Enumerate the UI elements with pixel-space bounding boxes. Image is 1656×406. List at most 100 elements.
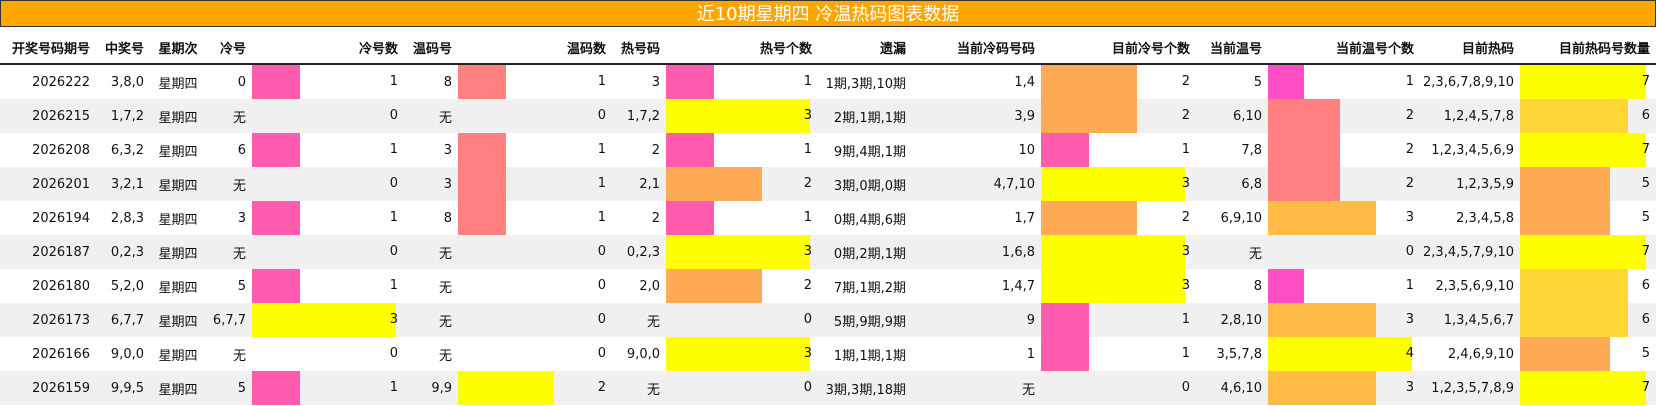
cell-miss: 2期,1期,1期 xyxy=(818,99,912,133)
bar-value: 0 xyxy=(597,244,606,259)
header-col-cur-cold: 当前冷码号码 xyxy=(912,32,1041,65)
cell-cur-hot: 1,2,3,4,5,6,9 xyxy=(1420,133,1520,167)
cell-hot-count-bar: 0 xyxy=(666,371,818,405)
header-col-cold-count: 冷号数 xyxy=(252,32,404,65)
bar-value: 0 xyxy=(389,108,398,123)
cell-cur-hot: 2,3,4,5,7,9,10 xyxy=(1420,235,1520,269)
cell-warm-count-bar: 1 xyxy=(458,133,612,167)
bar-value: 1 xyxy=(803,142,812,157)
cell-weekday: 星期四 xyxy=(150,269,206,303)
bar-value: 0 xyxy=(803,380,812,395)
cell-weekday: 星期四 xyxy=(150,201,206,235)
cell-miss: 3期,3期,18期 xyxy=(818,371,912,405)
cell-hot: 9,0,0 xyxy=(612,337,666,371)
cell-cur-cold: 3,9 xyxy=(912,99,1041,133)
cell-weekday: 星期四 xyxy=(150,99,206,133)
bar-value: 1 xyxy=(803,210,812,225)
cell-hot-count-bar: 1 xyxy=(666,201,818,235)
cell-number: 5,2,0 xyxy=(96,269,150,303)
cell-number: 1,7,2 xyxy=(96,99,150,133)
bar-fill xyxy=(666,99,810,133)
bar-value: 2 xyxy=(1405,108,1414,123)
cell-number: 6,7,7 xyxy=(96,303,150,337)
cell-cur-warm-count-bar: 3 xyxy=(1268,201,1420,235)
bar-value: 0 xyxy=(597,108,606,123)
bar-value: 3 xyxy=(803,108,812,123)
cell-cur-hot-count-bar: 7 xyxy=(1520,235,1656,269)
cell-miss: 1期,1期,1期 xyxy=(818,337,912,371)
cell-warm: 3 xyxy=(404,167,458,201)
cell-cur-warm-count-bar: 0 xyxy=(1268,235,1420,269)
bar-value: 1 xyxy=(1181,346,1190,361)
cell-period: 2026194 xyxy=(0,201,96,235)
header-col-number: 中奖号 xyxy=(96,32,150,65)
header-col-hot-count: 热号个数 xyxy=(666,32,818,65)
cell-cur-warm: 8 xyxy=(1196,269,1268,303)
bar-fill xyxy=(252,133,300,167)
header-col-cur-cold-count: 目前冷号个数 xyxy=(1041,32,1196,65)
cell-miss: 7期,1期,2期 xyxy=(818,269,912,303)
cell-hot-count-bar: 3 xyxy=(666,235,818,269)
cell-warm: 无 xyxy=(404,235,458,269)
bar-value: 7 xyxy=(1641,142,1650,157)
cell-cur-warm: 5 xyxy=(1196,64,1268,99)
header-col-warm-count: 温码数 xyxy=(458,32,612,65)
cell-warm-count-bar: 0 xyxy=(458,303,612,337)
cell-cur-warm: 3,5,7,8 xyxy=(1196,337,1268,371)
bar-value: 2 xyxy=(597,380,606,395)
bar-fill xyxy=(1041,337,1089,371)
bar-value: 2 xyxy=(1181,108,1190,123)
cell-cur-cold-count-bar: 1 xyxy=(1041,303,1196,337)
cell-cur-warm: 6,10 xyxy=(1196,99,1268,133)
cell-cold-count-bar: 0 xyxy=(252,99,404,133)
cell-cold: 无 xyxy=(206,235,252,269)
cell-hot: 2,0 xyxy=(612,269,666,303)
cell-cur-cold-count-bar: 2 xyxy=(1041,201,1196,235)
cell-miss: 1期,3期,10期 xyxy=(818,64,912,99)
cell-cold: 5 xyxy=(206,269,252,303)
bar-fill xyxy=(1268,201,1376,235)
bar-value: 1 xyxy=(389,380,398,395)
header-col-weekday: 星期次 xyxy=(150,32,206,65)
cell-warm: 3 xyxy=(404,133,458,167)
bar-fill xyxy=(1041,303,1089,337)
bar-value: 3 xyxy=(1405,312,1414,327)
cell-weekday: 星期四 xyxy=(150,371,206,405)
bar-fill xyxy=(1520,65,1646,99)
cell-warm-count-bar: 0 xyxy=(458,235,612,269)
bar-fill xyxy=(1520,167,1610,201)
cell-cur-warm-count-bar: 1 xyxy=(1268,64,1420,99)
cell-hot: 2 xyxy=(612,133,666,167)
cell-cur-warm-count-bar: 2 xyxy=(1268,99,1420,133)
cell-hot-count-bar: 3 xyxy=(666,337,818,371)
cell-cur-cold: 1,6,8 xyxy=(912,235,1041,269)
bar-value: 1 xyxy=(1405,278,1414,293)
cell-cur-cold: 10 xyxy=(912,133,1041,167)
cell-cur-warm: 6,9,10 xyxy=(1196,201,1268,235)
cell-hot: 2,1 xyxy=(612,167,666,201)
cell-cur-warm: 无 xyxy=(1196,235,1268,269)
cell-cold-count-bar: 3 xyxy=(252,303,404,337)
header-col-cur-warm: 当前温号 xyxy=(1196,32,1268,65)
bar-value: 1 xyxy=(389,142,398,157)
cell-cur-cold-count-bar: 3 xyxy=(1041,167,1196,201)
header-col-miss: 遗漏 xyxy=(818,32,912,65)
bar-value: 6 xyxy=(1641,278,1650,293)
bar-value: 1 xyxy=(1181,142,1190,157)
table-body: 2026222 3,8,0 星期四 0 1 8 1 3 1 1期,3期,10期 1,4 2 5 1 2,3,… xyxy=(0,64,1656,405)
cell-cur-hot: 1,2,3,5,7,8,9 xyxy=(1420,371,1520,405)
table-row: 2026201 3,2,1 星期四无 0 3 1 2,1 2 3期,0期,0期 4,7,10 3 6,… xyxy=(0,167,1656,201)
cell-period: 2026208 xyxy=(0,133,96,167)
bar-fill xyxy=(458,65,506,99)
cell-cur-warm-count-bar: 3 xyxy=(1268,303,1420,337)
cell-number: 6,3,2 xyxy=(96,133,150,167)
cell-warm-count-bar: 2 xyxy=(458,371,612,405)
bar-value: 0 xyxy=(1181,380,1190,395)
cell-cur-warm: 2,8,10 xyxy=(1196,303,1268,337)
bar-value: 6 xyxy=(1641,108,1650,123)
cell-cur-cold: 1 xyxy=(912,337,1041,371)
bar-value: 2 xyxy=(1405,176,1414,191)
bar-value: 7 xyxy=(1641,74,1650,89)
cell-warm: 无 xyxy=(404,99,458,133)
cell-number: 0,2,3 xyxy=(96,235,150,269)
